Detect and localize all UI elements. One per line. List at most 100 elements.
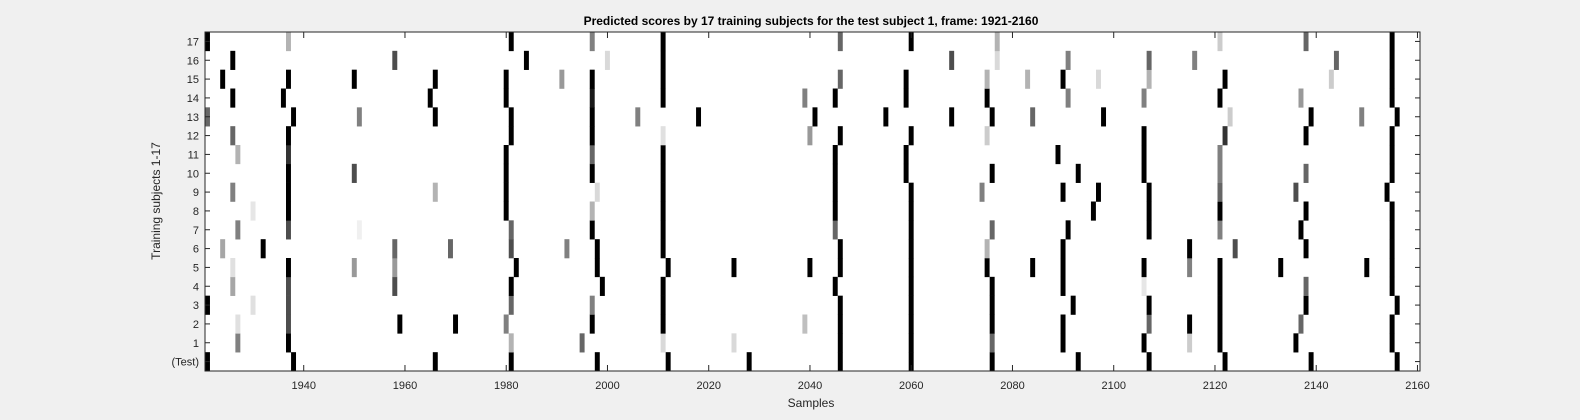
heatmap-cell [989, 295, 995, 315]
y-tick-label: 16 [187, 55, 199, 67]
heatmap-cell [1060, 69, 1066, 89]
heatmap-cell [594, 352, 600, 372]
heatmap-cell [432, 182, 438, 202]
heatmap-cell [1187, 239, 1193, 259]
heatmap-cell [731, 333, 737, 353]
heatmap-cell [286, 276, 291, 296]
heatmap-cell [1141, 276, 1147, 296]
heatmap-cell [1101, 107, 1107, 127]
heatmap-cell [1096, 182, 1101, 202]
heatmap-cell [660, 145, 666, 165]
heatmap-cell [1303, 239, 1309, 259]
heatmap-cell [1065, 220, 1071, 240]
heatmap-cell [908, 182, 914, 202]
heatmap-cell [594, 239, 600, 259]
heatmap-cell [230, 88, 236, 108]
heatmap-cell [230, 182, 236, 202]
heatmap-cell [837, 32, 843, 52]
heatmap-cell [291, 107, 297, 127]
heatmap-cell [837, 333, 843, 353]
x-tick-label: 2020 [696, 380, 720, 392]
heatmap-cell [908, 352, 914, 372]
heatmap-cell [453, 314, 459, 334]
heatmap-cell [250, 295, 256, 315]
heatmap-cell [908, 126, 914, 146]
heatmap-cell [508, 126, 514, 146]
heatmap-cell [635, 107, 641, 127]
heatmap-cell [1030, 258, 1036, 278]
heatmap-cell [508, 352, 514, 372]
heatmap-cell [432, 107, 438, 127]
heatmap-cell [230, 50, 236, 70]
heatmap-cell [1090, 201, 1096, 221]
heatmap-cell [1055, 145, 1061, 165]
heatmap-cell [260, 239, 266, 259]
heatmap-cell [1217, 258, 1223, 278]
heatmap-cell [397, 314, 403, 334]
x-tick-label: 1960 [393, 380, 417, 392]
heatmap-cell [984, 69, 990, 89]
heatmap-cell [351, 258, 357, 278]
heatmap-cell [1308, 352, 1314, 372]
heatmap-cell [1328, 69, 1334, 89]
heatmap-cell [989, 352, 995, 372]
heatmap-cell [1303, 126, 1309, 146]
heatmap-cell [1030, 107, 1036, 127]
y-tick-label: 7 [193, 225, 199, 237]
heatmap-cell [812, 107, 818, 127]
heatmap-cell [979, 182, 985, 202]
heatmap-cell [1146, 201, 1152, 221]
heatmap-cell [589, 88, 595, 108]
heatmap-cell [832, 276, 838, 296]
heatmap-cell [1389, 276, 1395, 296]
heatmap-cell [837, 239, 843, 259]
heatmap-cell [989, 107, 995, 127]
heatmap-cell [837, 69, 843, 89]
heatmap-cell [1394, 295, 1400, 315]
heatmap-cell [230, 126, 236, 146]
heatmap-cell [908, 258, 914, 278]
heatmap-cell [832, 163, 838, 183]
heatmap-cell [291, 352, 297, 372]
heatmap-cell [286, 182, 291, 202]
heatmap-cell [604, 50, 610, 70]
heatmap-cell [1303, 201, 1309, 221]
heatmap-cell [837, 352, 843, 372]
heatmap-cell [1065, 88, 1071, 108]
heatmap-cell [832, 201, 838, 221]
heatmap-cell [1060, 182, 1066, 202]
heatmap-cell [1222, 352, 1228, 372]
heatmap-cell [280, 88, 286, 108]
heatmap-cell [286, 258, 291, 278]
heatmap-cell [746, 352, 752, 372]
heatmap-cell [1217, 88, 1223, 108]
heatmap-cell [1146, 69, 1152, 89]
heatmap-cell [1075, 163, 1081, 183]
y-tick-label: 2 [193, 319, 199, 331]
heatmap-cell [508, 239, 514, 259]
heatmap-cell [1293, 182, 1299, 202]
heatmap-cell [908, 333, 914, 353]
heatmap-cell [503, 69, 509, 89]
heatmap-cell [1298, 220, 1304, 240]
heatmap-cell [1227, 107, 1233, 127]
heatmap-cell [984, 126, 990, 146]
heatmap-cell [660, 220, 666, 240]
y-tick-label: 5 [193, 262, 199, 274]
heatmap-cell [837, 295, 843, 315]
heatmap-cell [731, 258, 737, 278]
heatmap-cell [1389, 201, 1395, 221]
heatmap-cell [1060, 276, 1066, 296]
heatmap-cell [660, 69, 666, 89]
heatmap-cell [837, 126, 843, 146]
heatmap-cell [1217, 201, 1223, 221]
heatmap-cell [1146, 314, 1152, 334]
heatmap-cell [1298, 88, 1304, 108]
x-axis: 1940 1960 1980 2000 2020 2040 2060 2080 2100 2120… [291, 32, 1430, 392]
heatmap-cell [1146, 182, 1152, 202]
heatmap-cell [1187, 258, 1193, 278]
heatmap-cell [1389, 145, 1395, 165]
heatmap-cell [589, 220, 595, 240]
heatmap-cell [286, 201, 291, 221]
heatmap-cell [286, 220, 291, 240]
